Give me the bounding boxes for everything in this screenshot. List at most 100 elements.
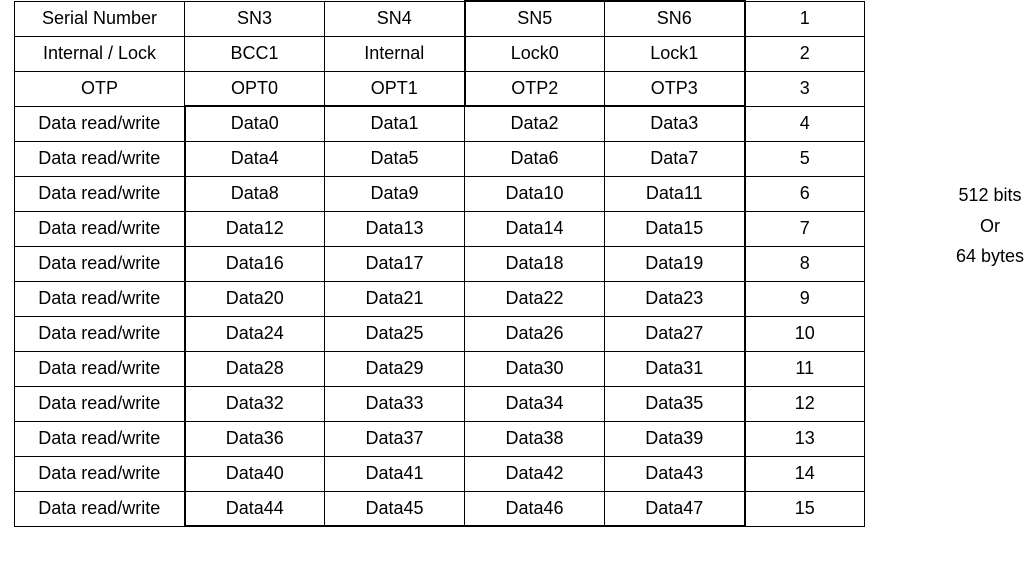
byte3-cell: Data35 <box>605 386 745 421</box>
table-row: Data read/writeData36Data37Data38Data391… <box>15 421 865 456</box>
byte2-cell: Data10 <box>465 176 605 211</box>
byte2-cell: Data42 <box>465 456 605 491</box>
byte1-cell: Data13 <box>325 211 465 246</box>
row-label-cell: Data read/write <box>15 351 185 386</box>
row-index-cell: 15 <box>745 491 865 526</box>
byte0-cell: Data44 <box>185 491 325 526</box>
byte3-cell: Data3 <box>605 106 745 141</box>
byte0-cell: Data32 <box>185 386 325 421</box>
byte2-cell: Data22 <box>465 281 605 316</box>
row-label-cell: Data read/write <box>15 421 185 456</box>
table-row: Data read/writeData20Data21Data22Data239 <box>15 281 865 316</box>
byte0-cell: BCC1 <box>185 36 325 71</box>
byte2-cell: OTP2 <box>465 71 605 106</box>
byte1-cell: Data5 <box>325 141 465 176</box>
table-row: Data read/writeData44Data45Data46Data471… <box>15 491 865 526</box>
capacity-line: 64 bytes <box>950 241 1030 272</box>
byte2-cell: Data30 <box>465 351 605 386</box>
row-label-cell: OTP <box>15 71 185 106</box>
byte3-cell: Data43 <box>605 456 745 491</box>
byte0-cell: SN3 <box>185 1 325 36</box>
table-row: Data read/writeData40Data41Data42Data431… <box>15 456 865 491</box>
row-index-cell: 2 <box>745 36 865 71</box>
capacity-line: Or <box>950 211 1030 242</box>
byte1-cell: Data29 <box>325 351 465 386</box>
row-index-cell: 10 <box>745 316 865 351</box>
byte2-cell: Data38 <box>465 421 605 456</box>
byte2-cell: Lock0 <box>465 36 605 71</box>
byte3-cell: Data7 <box>605 141 745 176</box>
byte2-cell: Data26 <box>465 316 605 351</box>
row-label-cell: Data read/write <box>15 281 185 316</box>
byte0-cell: Data8 <box>185 176 325 211</box>
table-row: Data read/writeData8Data9Data10Data116 <box>15 176 865 211</box>
row-index-cell: 1 <box>745 1 865 36</box>
byte1-cell: Data1 <box>325 106 465 141</box>
table-row: Data read/writeData12Data13Data14Data157 <box>15 211 865 246</box>
row-label-cell: Data read/write <box>15 491 185 526</box>
byte1-cell: Data41 <box>325 456 465 491</box>
byte3-cell: Data27 <box>605 316 745 351</box>
row-index-cell: 5 <box>745 141 865 176</box>
byte3-cell: Data31 <box>605 351 745 386</box>
byte0-cell: Data0 <box>185 106 325 141</box>
row-index-cell: 12 <box>745 386 865 421</box>
byte0-cell: Data40 <box>185 456 325 491</box>
capacity-line: 512 bits <box>950 180 1030 211</box>
row-label-cell: Data read/write <box>15 246 185 281</box>
byte1-cell: Data45 <box>325 491 465 526</box>
byte1-cell: Data33 <box>325 386 465 421</box>
byte0-cell: Data24 <box>185 316 325 351</box>
capacity-annotation: 512 bits Or 64 bytes <box>950 180 1030 272</box>
byte3-cell: Data23 <box>605 281 745 316</box>
table-row: Data read/writeData28Data29Data30Data311… <box>15 351 865 386</box>
byte2-cell: Data2 <box>465 106 605 141</box>
byte1-cell: Data9 <box>325 176 465 211</box>
row-index-cell: 8 <box>745 246 865 281</box>
byte1-cell: Data21 <box>325 281 465 316</box>
row-index-cell: 13 <box>745 421 865 456</box>
row-index-cell: 3 <box>745 71 865 106</box>
row-index-cell: 14 <box>745 456 865 491</box>
memory-map-table: Serial NumberSN3SN4SN5SN61Internal / Loc… <box>14 0 864 527</box>
row-index-cell: 7 <box>745 211 865 246</box>
row-label-cell: Serial Number <box>15 1 185 36</box>
table-row: Data read/writeData16Data17Data18Data198 <box>15 246 865 281</box>
table-row: Data read/writeData0Data1Data2Data34 <box>15 106 865 141</box>
byte0-cell: Data20 <box>185 281 325 316</box>
table-row: Internal / LockBCC1InternalLock0Lock12 <box>15 36 865 71</box>
byte1-cell: Data25 <box>325 316 465 351</box>
table-row: Serial NumberSN3SN4SN5SN61 <box>15 1 865 36</box>
byte3-cell: Data39 <box>605 421 745 456</box>
row-label-cell: Data read/write <box>15 141 185 176</box>
byte2-cell: SN5 <box>465 1 605 36</box>
byte0-cell: OPT0 <box>185 71 325 106</box>
row-label-cell: Internal / Lock <box>15 36 185 71</box>
row-label-cell: Data read/write <box>15 456 185 491</box>
row-index-cell: 9 <box>745 281 865 316</box>
byte0-cell: Data4 <box>185 141 325 176</box>
byte2-cell: Data46 <box>465 491 605 526</box>
row-label-cell: Data read/write <box>15 211 185 246</box>
byte2-cell: Data14 <box>465 211 605 246</box>
table-row: Data read/writeData24Data25Data26Data271… <box>15 316 865 351</box>
byte1-cell: SN4 <box>325 1 465 36</box>
byte0-cell: Data12 <box>185 211 325 246</box>
byte3-cell: Lock1 <box>605 36 745 71</box>
row-label-cell: Data read/write <box>15 106 185 141</box>
byte3-cell: Data19 <box>605 246 745 281</box>
row-label-cell: Data read/write <box>15 316 185 351</box>
row-index-cell: 6 <box>745 176 865 211</box>
row-index-cell: 11 <box>745 351 865 386</box>
row-index-cell: 4 <box>745 106 865 141</box>
byte0-cell: Data16 <box>185 246 325 281</box>
byte0-cell: Data28 <box>185 351 325 386</box>
byte3-cell: SN6 <box>605 1 745 36</box>
byte3-cell: Data15 <box>605 211 745 246</box>
byte1-cell: Data37 <box>325 421 465 456</box>
byte1-cell: Internal <box>325 36 465 71</box>
table-row: OTPOPT0OPT1OTP2OTP33 <box>15 71 865 106</box>
byte2-cell: Data34 <box>465 386 605 421</box>
table-row: Data read/writeData4Data5Data6Data75 <box>15 141 865 176</box>
row-label-cell: Data read/write <box>15 176 185 211</box>
